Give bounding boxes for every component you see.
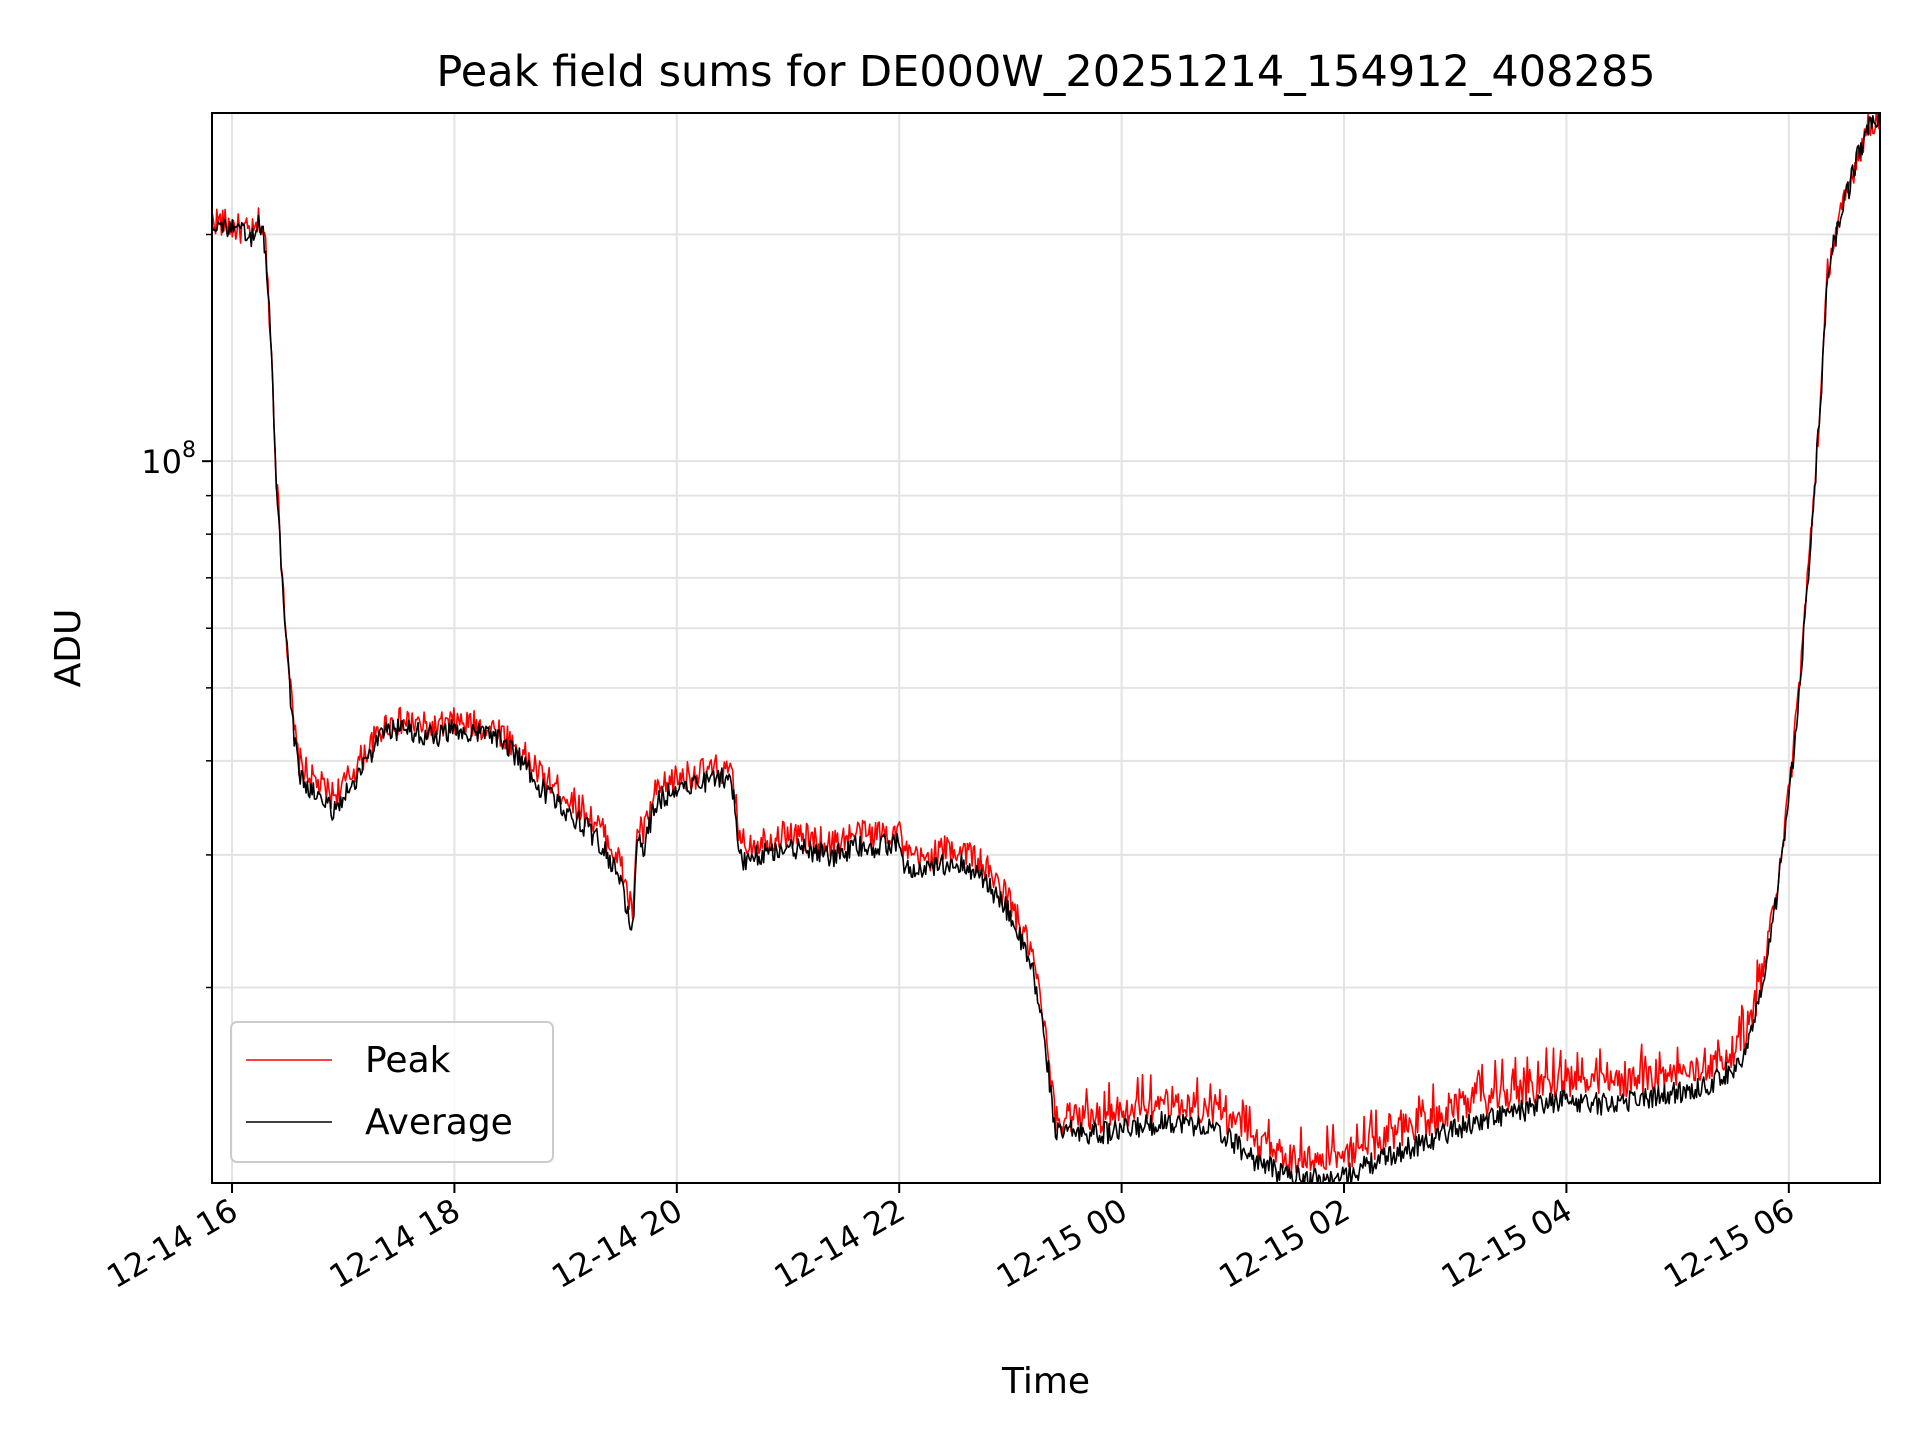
legend: Peak Average bbox=[230, 1021, 554, 1163]
y-tick-label: 108 bbox=[141, 438, 196, 481]
y-axis-label: ADU bbox=[48, 609, 89, 688]
series-layer bbox=[212, 113, 1880, 1183]
legend-box bbox=[230, 1021, 554, 1163]
plot-area-frame bbox=[211, 112, 1881, 1184]
legend-label-peak: Peak bbox=[365, 1040, 451, 1081]
y-axis: 108 bbox=[141, 233, 212, 989]
x-axis-label: Time bbox=[1001, 1361, 1090, 1402]
grid bbox=[212, 113, 1880, 1183]
series-line-peak bbox=[212, 113, 1880, 1174]
legend-label-average: Average bbox=[365, 1102, 513, 1143]
series-line-average bbox=[212, 113, 1880, 1183]
chart-title: Peak field sums for DE000W_20251214_1549… bbox=[436, 47, 1655, 97]
